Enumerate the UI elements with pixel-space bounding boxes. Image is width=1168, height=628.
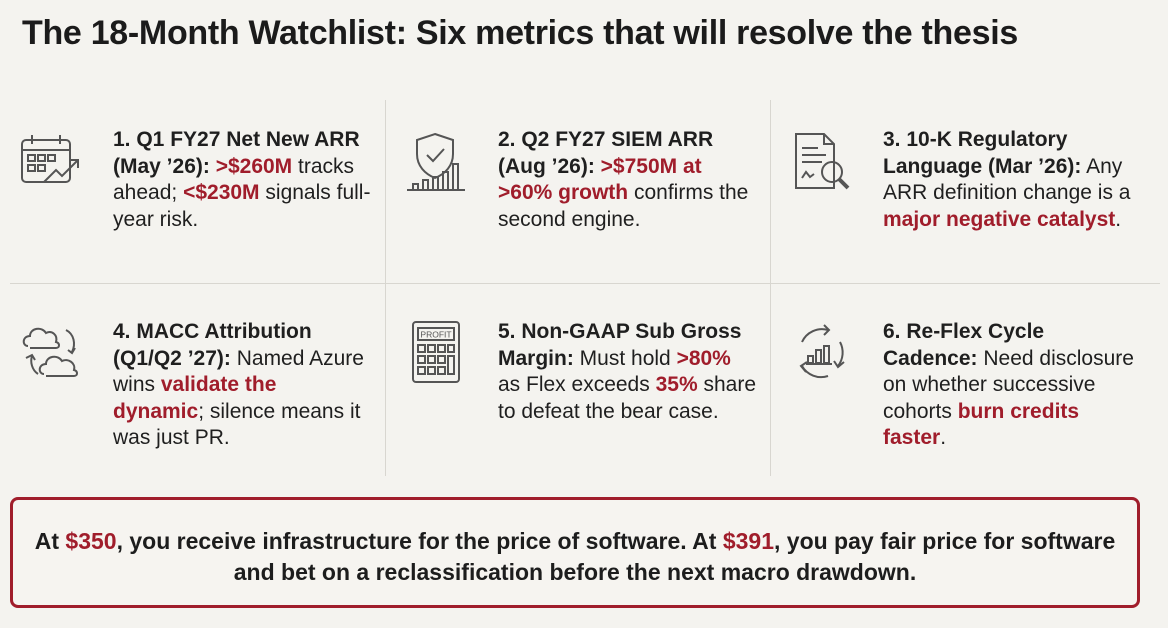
metric-card-macc-attribution: 4. MACC Attribution (Q1/Q2 ’27): Named A… xyxy=(0,284,384,467)
metric-text: 3. 10-K Regulatory Language (Mar ’26): A… xyxy=(883,128,1131,231)
price-350: $350 xyxy=(65,528,117,554)
conclusion-box: At $350, you receive infrastructure for … xyxy=(10,497,1140,608)
metric-text: 1. Q1 FY27 Net New ARR (May ’26): >$260M… xyxy=(113,128,371,231)
grid-divider xyxy=(770,100,771,476)
metric-text: 5. Non-GAAP Sub Gross Margin: Must hold … xyxy=(498,320,756,423)
shield-growth-chart-icon xyxy=(403,130,467,194)
grid-divider xyxy=(385,100,386,476)
metrics-grid: 1. Q1 FY27 Net New ARR (May ’26): >$260M… xyxy=(0,100,1168,476)
cloud-sync-icon xyxy=(18,320,82,384)
metric-text: 6. Re-Flex Cycle Cadence: Need disclosur… xyxy=(883,320,1134,449)
metric-card-gross-margin: PROFIT 5. Non-GAAP Sub Gross Margin: Mus… xyxy=(385,284,769,467)
metric-card-reflex-cycle: 6. Re-Flex Cycle Cadence: Need disclosur… xyxy=(770,284,1154,467)
metric-text: 2. Q2 FY27 SIEM ARR (Aug ’26): >$750M at… xyxy=(498,128,749,231)
price-391: $391 xyxy=(722,528,774,554)
grid-divider xyxy=(10,283,1160,284)
document-magnifier-icon xyxy=(788,130,852,194)
metric-card-net-new-arr: 1. Q1 FY27 Net New ARR (May ’26): >$260M… xyxy=(0,100,384,283)
conclusion-text: At $350, you receive infrastructure for … xyxy=(34,528,1116,585)
profit-calculator-icon: PROFIT xyxy=(403,320,467,384)
metric-text: 4. MACC Attribution (Q1/Q2 ’27): Named A… xyxy=(113,320,364,449)
metric-card-siem-arr: 2. Q2 FY27 SIEM ARR (Aug ’26): >$750M at… xyxy=(385,100,769,283)
calendar-growth-icon xyxy=(18,130,82,194)
metric-card-10k-language: 3. 10-K Regulatory Language (Mar ’26): A… xyxy=(770,100,1154,283)
page-title: The 18-Month Watchlist: Six metrics that… xyxy=(22,14,1018,52)
calculator-label: PROFIT xyxy=(420,330,451,340)
refresh-cycle-chart-icon xyxy=(788,320,852,384)
